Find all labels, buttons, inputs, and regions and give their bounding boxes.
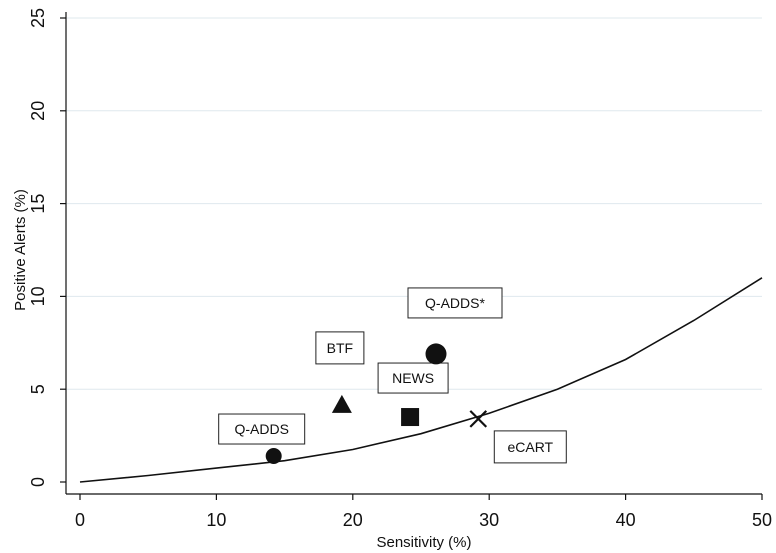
annotation-4: eCART: [493, 430, 567, 464]
y-tick-label: 0: [28, 477, 48, 487]
x-tick-label: 0: [75, 510, 85, 530]
annotation-2: NEWS: [377, 362, 449, 394]
annotation-box: [315, 331, 365, 365]
annotation-label: eCART: [507, 439, 553, 455]
point-circle: [425, 343, 447, 365]
point-circle: [265, 448, 282, 465]
y-tick-label: 25: [28, 8, 48, 28]
annotation-label: Q-ADDS: [234, 421, 288, 437]
x-tick-label: 20: [343, 510, 363, 530]
point-x-stroke: [469, 410, 488, 428]
y-axis-title: Positive Alerts (%): [12, 189, 29, 311]
x-tick-label: 40: [616, 510, 636, 530]
y-tick-label: 10: [28, 286, 48, 306]
annotation-3: Q-ADDS*: [407, 287, 503, 319]
y-tick-label: 15: [28, 194, 48, 214]
point-x: [469, 410, 488, 428]
grid-lines: [66, 17, 762, 390]
x-axis-title: Sensitivity (%): [376, 534, 471, 551]
annotation-box: [218, 413, 306, 445]
annotations: Q-ADDS BTF NEWS Q-ADDS* eCART: [218, 287, 567, 464]
annotation-0: Q-ADDS: [218, 413, 306, 445]
reference-curve: [79, 277, 763, 483]
annotation-box: [493, 430, 567, 464]
tick-labels: 0 5 10 15 20 25 0 10 20 30 40 50: [28, 8, 772, 530]
data-points: [265, 343, 488, 465]
annotation-1: BTF: [315, 331, 365, 365]
annotation-box: [407, 287, 503, 319]
y-tick-label: 20: [28, 101, 48, 121]
point-square: [401, 408, 420, 427]
annotation-box: [377, 362, 449, 394]
annotation-label: BTF: [327, 340, 353, 356]
x-tick-label: 50: [752, 510, 772, 530]
point-triangle: [331, 394, 352, 413]
axes: [60, 12, 763, 500]
annotation-label: NEWS: [392, 370, 434, 386]
x-tick-label: 10: [206, 510, 226, 530]
y-tick-label: 5: [28, 384, 48, 394]
x-tick-label: 30: [479, 510, 499, 530]
annotation-label: Q-ADDS*: [425, 295, 485, 311]
